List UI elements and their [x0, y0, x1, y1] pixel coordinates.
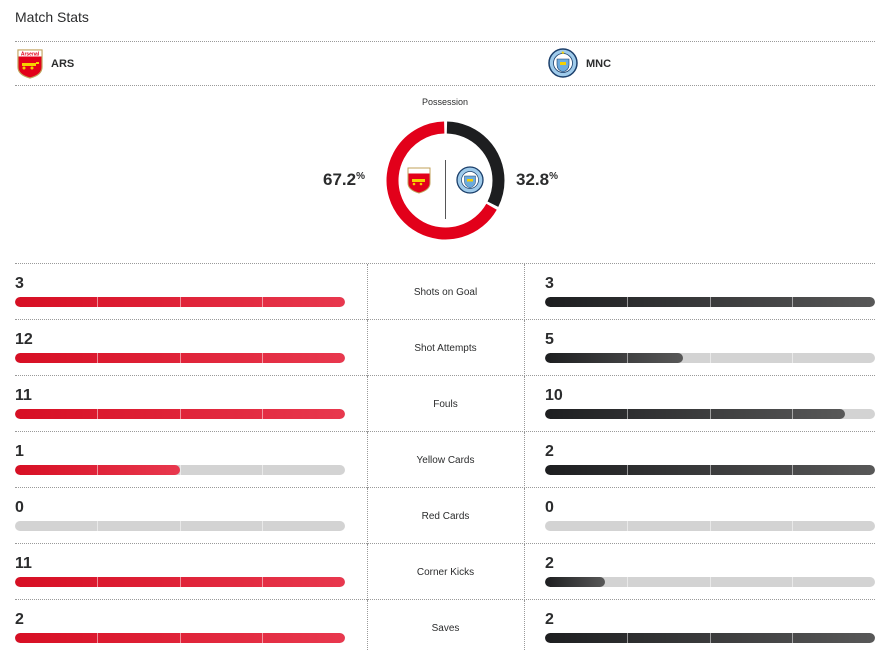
divider: [15, 85, 875, 86]
divider: [524, 376, 525, 432]
page-title: Match Stats: [15, 9, 89, 25]
away-team-abbr: MNC: [586, 58, 612, 70]
away-possession-arc: [386, 121, 505, 240]
home-possession-arc: [386, 121, 505, 240]
divider: [524, 544, 525, 600]
divider: [367, 488, 368, 544]
home-stat-value: 11: [15, 555, 32, 572]
stat-label: Red Cards: [421, 510, 470, 522]
divider: [524, 488, 525, 544]
away-stat-bar: [545, 633, 875, 643]
away-team-header: MNC: [548, 47, 611, 81]
home-possession-value: 67.2%: [323, 170, 365, 189]
stat-label: Yellow Cards: [416, 454, 475, 466]
away-stat-value: 5: [545, 331, 554, 348]
home-stat-value: 1: [15, 443, 24, 460]
away-stat-bar-fill: [545, 409, 845, 419]
away-stat-bar: [545, 465, 875, 475]
stat-label: Fouls: [433, 398, 458, 410]
divider: [524, 432, 525, 488]
divider: [15, 487, 875, 488]
stat-row: 11 Corner Kicks 2: [15, 544, 875, 600]
divider: [15, 263, 875, 264]
away-stat-value: 10: [545, 387, 563, 404]
home-stat-value: 12: [15, 331, 33, 348]
divider: [15, 41, 875, 42]
away-stat-value: 2: [545, 611, 554, 628]
divider: [367, 376, 368, 432]
arsenal-crest-icon: Arsenal: [17, 49, 43, 79]
away-stat-bar: [545, 521, 875, 531]
stat-label: Corner Kicks: [416, 566, 475, 578]
away-stat-value: 2: [545, 443, 554, 460]
divider: [367, 432, 368, 488]
arsenal-crest-icon: [407, 167, 431, 194]
stat-label: Shots on Goal: [413, 286, 478, 298]
stat-row: 11 Fouls 10: [15, 376, 875, 432]
divider: [524, 600, 525, 651]
divider: [367, 544, 368, 600]
away-stat-bar: [545, 577, 875, 587]
svg-text:Arsenal: Arsenal: [21, 52, 40, 58]
home-stat-value: 2: [15, 611, 24, 628]
away-stat-bar: [545, 409, 875, 419]
divider: [367, 320, 368, 376]
divider: [524, 264, 525, 320]
home-stat-value: 0: [15, 499, 24, 516]
stat-row: 12 Shot Attempts 5: [15, 320, 875, 376]
away-stat-value: 3: [545, 275, 554, 292]
stat-row: 1 Yellow Cards 2: [15, 432, 875, 488]
home-stat-bar: [15, 465, 345, 475]
home-stat-bar: [15, 353, 345, 363]
divider: [15, 319, 875, 320]
stat-label: Shot Attempts: [414, 342, 477, 354]
manchester-city-crest-icon: [548, 47, 578, 81]
home-team-header: Arsenal ARS: [17, 47, 74, 81]
home-stat-value: 3: [15, 275, 24, 292]
stat-label: Saves: [431, 622, 460, 634]
divider: [15, 375, 875, 376]
away-stat-bar-fill: [545, 353, 683, 363]
divider: [15, 599, 875, 600]
possession-donut-chart: [386, 121, 505, 240]
away-stat-value: 2: [545, 555, 554, 572]
home-stat-value: 11: [15, 387, 32, 404]
stat-row: 0 Red Cards 0: [15, 488, 875, 544]
home-stat-bar: [15, 409, 345, 419]
home-stat-bar: [15, 521, 345, 531]
divider: [15, 431, 875, 432]
manchester-city-crest-icon: [456, 166, 484, 194]
divider: [367, 600, 368, 651]
divider: [367, 264, 368, 320]
home-team-abbr: ARS: [51, 58, 75, 70]
away-stat-bar: [545, 353, 875, 363]
home-stat-bar: [15, 577, 345, 587]
stat-row: 2 Saves 2: [15, 600, 875, 651]
divider: [524, 320, 525, 376]
away-possession-value: 32.8%: [516, 170, 558, 189]
away-stat-bar: [545, 297, 875, 307]
home-stat-bar: [15, 633, 345, 643]
home-stat-bar: [15, 297, 345, 307]
possession-label: Possession: [421, 97, 469, 107]
away-stat-value: 0: [545, 499, 554, 516]
stat-row: 3 Shots on Goal 3: [15, 264, 875, 320]
divider: [15, 543, 875, 544]
away-stat-bar-fill: [545, 577, 606, 587]
